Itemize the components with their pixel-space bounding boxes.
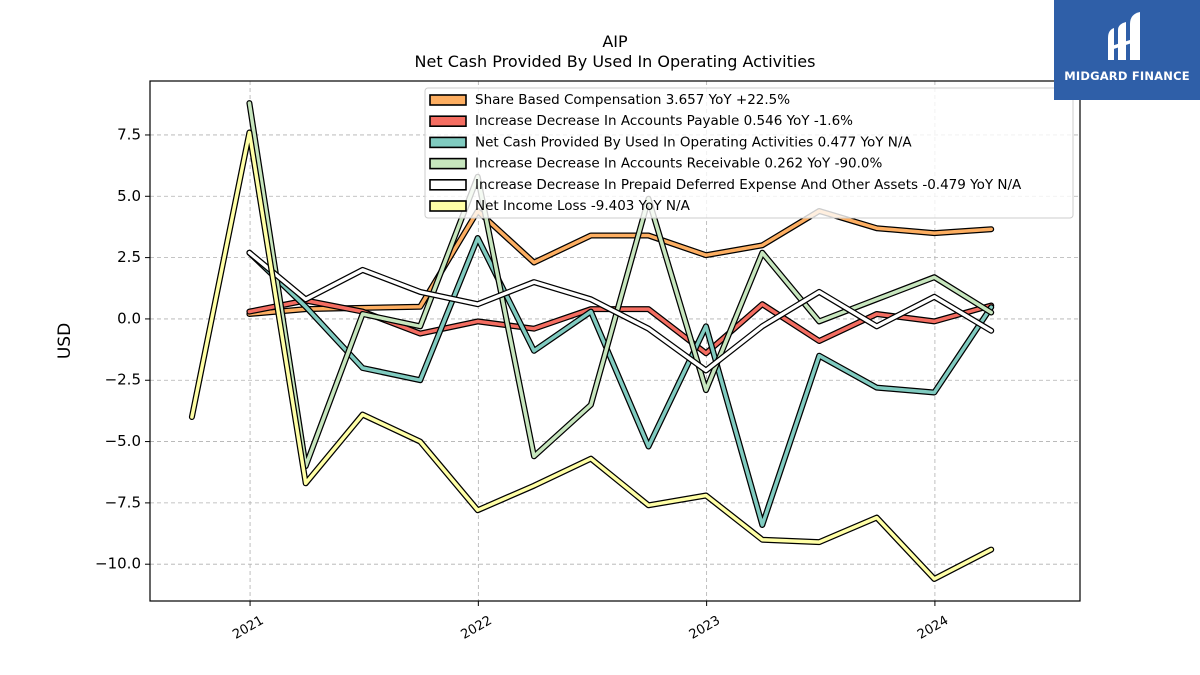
legend: Share Based Compensation 3.657 YoY +22.5…: [424, 87, 1074, 219]
legend-swatch: [429, 115, 467, 127]
x-axis: 2021 2022 2023 2024: [230, 601, 951, 643]
brand-logo: MIDGARD FINANCE: [1054, 0, 1200, 100]
series-0: [246, 208, 995, 317]
series-3: [246, 100, 995, 470]
series-2: [246, 235, 995, 528]
series-line: [247, 101, 993, 468]
legend-label: Increase Decrease In Accounts Receivable…: [475, 156, 883, 172]
legend-label: Increase Decrease In Prepaid Deferred Ex…: [475, 177, 1022, 193]
x-tick-label: 2022: [459, 613, 495, 643]
series-line: [247, 250, 993, 373]
legend-swatch: [429, 157, 467, 170]
series-line: [190, 130, 993, 581]
legend-item: Net Cash Provided By Used In Operating A…: [429, 134, 912, 150]
legend-item: Increase Decrease In Prepaid Deferred Ex…: [429, 177, 1022, 193]
x-tick-label: 2024: [915, 613, 951, 643]
legend-swatch: [429, 179, 467, 191]
y-tick-label: −5.0: [105, 432, 141, 450]
legend-label: Share Based Compensation 3.657 YoY +22.5…: [475, 92, 790, 108]
chart-title: AIP: [602, 32, 628, 51]
x-tick-label: 2023: [687, 613, 723, 643]
series-5: [188, 129, 995, 582]
x-tick-label: 2021: [230, 613, 266, 643]
series-line: [247, 236, 993, 527]
series-layer: [188, 100, 995, 582]
series-4: [246, 249, 995, 374]
midgard-logo-icon: [1108, 12, 1140, 60]
legend-item: Increase Decrease In Accounts Receivable…: [429, 156, 883, 172]
y-tick-label: 0.0: [117, 309, 141, 327]
y-axis: −10.0 −7.5 −5.0 −2.5 0.0 2.5 5.0 7.5: [95, 125, 150, 573]
legend-box: [424, 87, 1074, 219]
legend-swatch: [429, 200, 467, 212]
legend-label: Increase Decrease In Accounts Payable 0.…: [475, 113, 853, 129]
y-tick-label: 5.0: [117, 187, 141, 205]
brand-name: MIDGARD FINANCE: [1064, 69, 1190, 83]
legend-item: Net Income Loss -9.403 YoY N/A: [429, 198, 691, 214]
legend-label: Net Income Loss -9.403 YoY N/A: [475, 198, 691, 214]
y-tick-label: −7.5: [105, 493, 141, 511]
y-tick-label: 2.5: [117, 248, 141, 266]
series-line: [247, 209, 993, 316]
y-tick-label: −2.5: [105, 371, 141, 389]
legend-swatch: [429, 94, 467, 106]
legend-swatch: [429, 136, 467, 149]
legend-item: Increase Decrease In Accounts Payable 0.…: [429, 113, 853, 129]
y-axis-label: USD: [55, 323, 75, 359]
plot-frame: [149, 80, 1081, 602]
legend-label: Net Cash Provided By Used In Operating A…: [475, 134, 912, 150]
y-tick-label: −10.0: [95, 555, 141, 573]
y-tick-label: 7.5: [117, 125, 141, 143]
chart-subtitle: Net Cash Provided By Used In Operating A…: [415, 52, 816, 71]
legend-item: Share Based Compensation 3.657 YoY +22.5…: [429, 92, 790, 108]
